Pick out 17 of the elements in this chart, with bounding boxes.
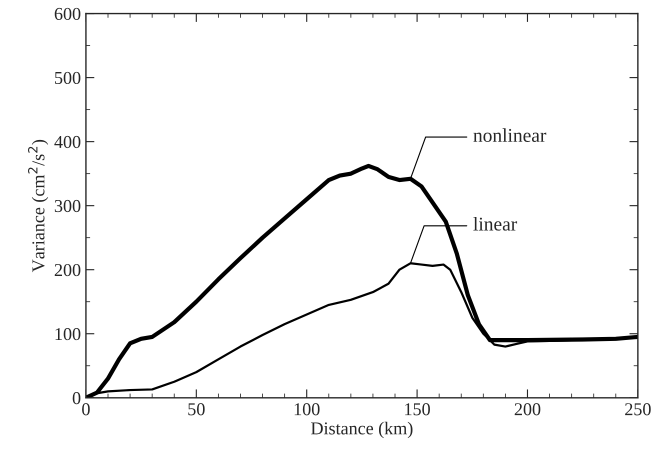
x-tick-label: 200 [514,403,540,416]
x-tick-label: 0 [82,403,90,416]
y-tick-label: 0 [72,392,80,404]
x-tick-label: 150 [405,403,430,416]
text: nonlinear [473,128,546,142]
text: linear [473,216,518,231]
y-tick-label: 400 [54,136,80,148]
y-tick-label: 300 [54,200,80,212]
y-tick-label: 600 [54,8,80,20]
y-axis-title: Variance (cm$^{2}$/s$^{2}$) [28,140,48,272]
x-tick-label: 250 [625,403,651,416]
y-tick-label: 200 [54,264,80,276]
x-tick-label: 50 [188,403,205,416]
x-tick-label: 100 [294,403,320,416]
y-tick-label: 100 [56,328,80,340]
y-tick-label: 500 [55,72,80,84]
x-axis-title: Distance (km) [311,422,412,438]
